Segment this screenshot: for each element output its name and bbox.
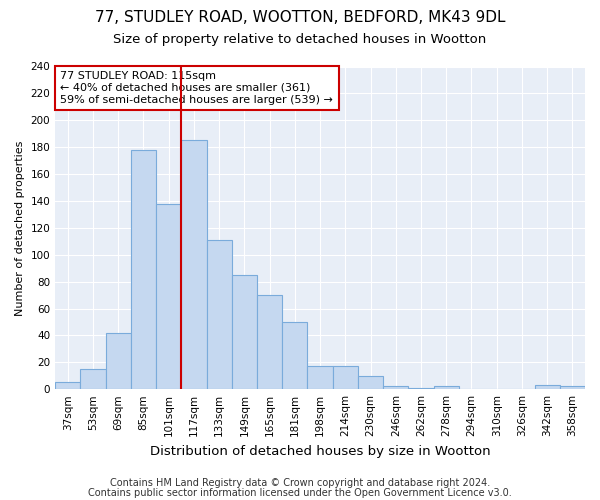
Bar <box>535 385 560 389</box>
Bar <box>232 275 257 389</box>
Bar <box>383 386 409 389</box>
Text: Size of property relative to detached houses in Wootton: Size of property relative to detached ho… <box>113 32 487 46</box>
Bar <box>106 332 131 389</box>
Bar <box>307 366 332 389</box>
Bar <box>257 295 282 389</box>
Text: 77, STUDLEY ROAD, WOOTTON, BEDFORD, MK43 9DL: 77, STUDLEY ROAD, WOOTTON, BEDFORD, MK43… <box>95 10 505 25</box>
Text: Contains public sector information licensed under the Open Government Licence v3: Contains public sector information licen… <box>88 488 512 498</box>
X-axis label: Distribution of detached houses by size in Wootton: Distribution of detached houses by size … <box>150 444 490 458</box>
Bar <box>560 386 585 389</box>
Bar <box>358 376 383 389</box>
Bar <box>80 369 106 389</box>
Bar <box>409 388 434 389</box>
Bar <box>434 386 459 389</box>
Y-axis label: Number of detached properties: Number of detached properties <box>15 140 25 316</box>
Bar <box>206 240 232 389</box>
Bar <box>282 322 307 389</box>
Text: 77 STUDLEY ROAD: 115sqm
← 40% of detached houses are smaller (361)
59% of semi-d: 77 STUDLEY ROAD: 115sqm ← 40% of detache… <box>61 72 334 104</box>
Bar <box>156 204 181 389</box>
Bar <box>131 150 156 389</box>
Bar <box>332 366 358 389</box>
Bar <box>181 140 206 389</box>
Text: Contains HM Land Registry data © Crown copyright and database right 2024.: Contains HM Land Registry data © Crown c… <box>110 478 490 488</box>
Bar <box>55 382 80 389</box>
